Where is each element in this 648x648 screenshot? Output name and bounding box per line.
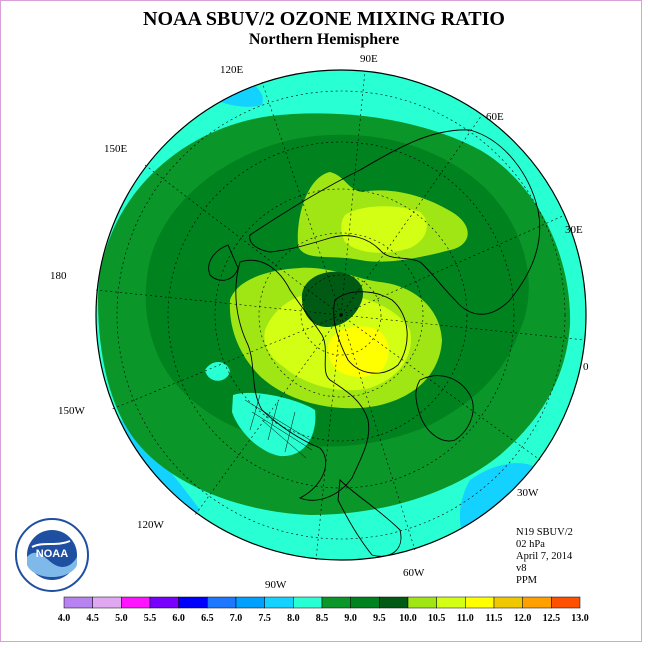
colorbar-swatch — [293, 596, 323, 609]
lon-label-30e: 30E — [565, 224, 583, 236]
lon-label-60e: 60E — [486, 111, 504, 123]
colorbar-swatch — [207, 596, 237, 609]
info-box: N19 SBUV/2 02 hPa April 7, 2014 v8 PPM — [516, 527, 573, 587]
colorbar-tick-label: 9.0 — [344, 613, 357, 624]
colorbar-tick-label: 5.5 — [144, 613, 157, 624]
level-label: 02 hPa — [516, 539, 545, 550]
latitude-gridlines — [116, 90, 566, 540]
colorbar-tick-label: 12.0 — [514, 613, 532, 624]
colorbar-tick-label: 8.0 — [287, 613, 300, 624]
colorbar-swatch — [63, 596, 93, 609]
colorbar-labels: 4.0 4.5 5.0 5.5 6.0 6.5 7.0 7.5 8.0 8.5 9.0 9.5 10.0… — [58, 613, 589, 624]
version-label: v8 — [516, 563, 527, 574]
colorbar-tick-label: 4.5 — [86, 613, 99, 624]
colorbar-swatch — [379, 596, 409, 609]
us-state-lines — [244, 394, 313, 459]
lon-label-90e: 90E — [360, 53, 378, 65]
lon-label-120w: 120W — [137, 519, 165, 531]
longitude-labels: 90E 60E 30E 0 30W 60W 90W 120W 150W 180 … — [50, 53, 589, 591]
colorbar-tick-label: 4.0 — [58, 613, 71, 624]
colorbar-tick-label: 12.5 — [543, 613, 561, 624]
map-boundary — [95, 69, 587, 561]
colorbar-swatch — [92, 596, 122, 609]
logo-text: NOAA — [36, 548, 68, 560]
date-label: April 7, 2014 — [516, 551, 573, 562]
colorbar-swatch — [235, 596, 265, 609]
noaa-logo: NOAA — [15, 518, 89, 592]
colorbar-swatch — [178, 596, 208, 609]
colorbar-swatch — [149, 596, 179, 609]
colorbar-tick-label: 7.5 — [258, 613, 271, 624]
colorbar-swatch — [321, 596, 351, 609]
map-subtitle: Northern Hemisphere — [248, 31, 400, 48]
lon-label-60w: 60W — [403, 567, 425, 579]
colorbar-swatch — [551, 596, 581, 609]
colorbar-swatch — [465, 596, 495, 609]
colorbar-swatch — [493, 596, 523, 609]
colorbar-swatch — [121, 596, 151, 609]
lon-label-180: 180 — [50, 270, 67, 282]
lon-label-150e: 150E — [104, 143, 128, 155]
ozone-field — [96, 70, 586, 560]
instrument-label: N19 SBUV/2 — [516, 527, 573, 538]
colorbar-swatch — [436, 596, 466, 609]
colorbar-tick-label: 11.0 — [457, 613, 474, 624]
colorbar-tick-label: 11.5 — [486, 613, 503, 624]
colorbar-tick-label: 13.0 — [571, 613, 589, 624]
colorbar-swatch — [264, 596, 294, 609]
units-label: PPM — [516, 575, 538, 586]
lon-label-0: 0 — [583, 361, 589, 373]
colorbar-tick-label: 9.5 — [373, 613, 386, 624]
colorbar-tick-label: 6.5 — [201, 613, 214, 624]
map-title: NOAA SBUV/2 OZONE MIXING RATIO — [143, 8, 505, 30]
colorbar-tick-label: 10.0 — [399, 613, 417, 624]
lon-label-30w: 30W — [517, 487, 539, 499]
colorbar-tick-label: 7.0 — [230, 613, 243, 624]
longitude-gridlines — [95, 70, 586, 561]
lon-label-150w: 150W — [58, 405, 86, 417]
colorbar-tick-label: 6.0 — [172, 613, 185, 624]
lon-label-120e: 120E — [220, 64, 244, 76]
colorbar-swatch — [522, 596, 552, 609]
colorbar-swatch — [407, 596, 437, 609]
colorbar-tick-label: 5.0 — [115, 613, 128, 624]
coastlines — [208, 129, 541, 557]
lon-label-90w: 90W — [265, 579, 287, 591]
colorbar-tick-label: 10.5 — [428, 613, 446, 624]
colorbar-tick-label: 8.5 — [316, 613, 329, 624]
colorbar-swatch — [350, 596, 380, 609]
colorbar-swatches — [63, 596, 581, 609]
